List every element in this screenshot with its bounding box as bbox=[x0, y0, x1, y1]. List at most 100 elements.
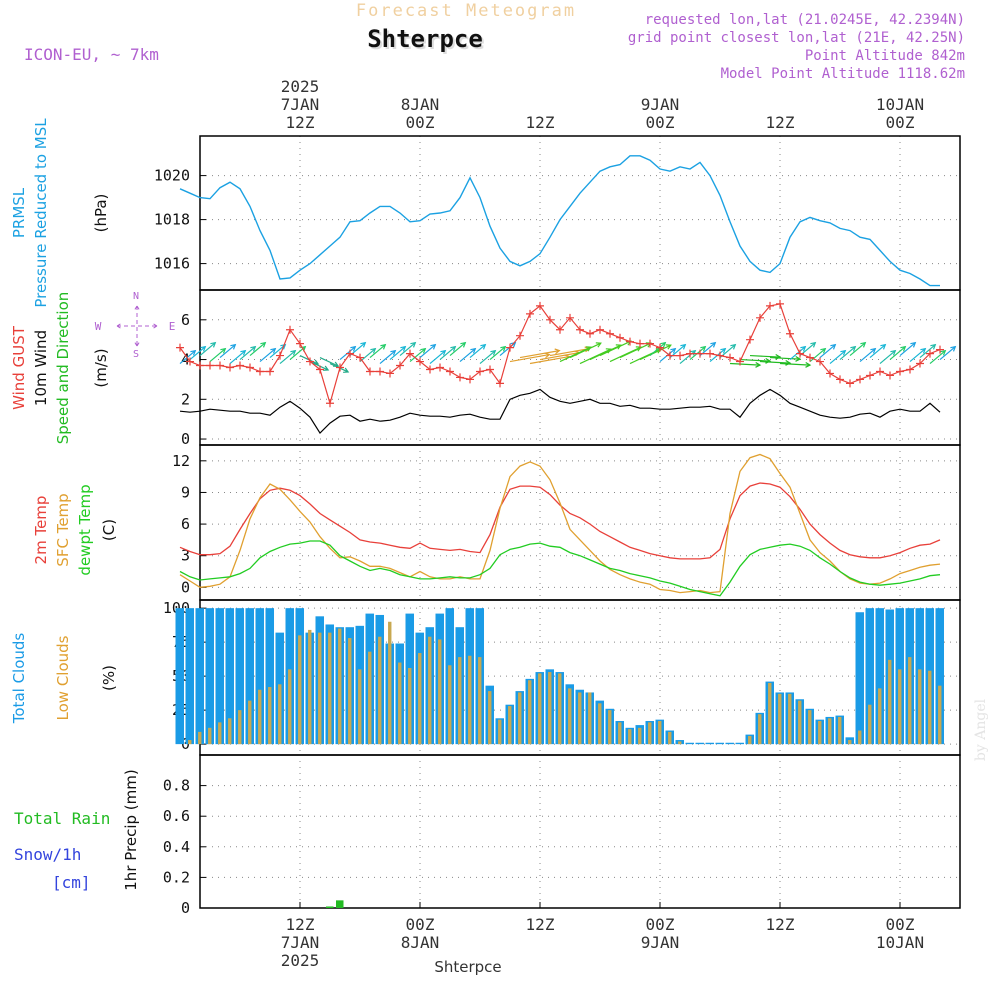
wind-arrow-head bbox=[370, 347, 377, 354]
ylabel-precip: 1hr Precip (mm) bbox=[122, 769, 140, 890]
wind-arrow-head bbox=[420, 347, 427, 354]
wind-gust-marker bbox=[236, 361, 244, 370]
wind-gust-marker bbox=[616, 333, 624, 342]
wind-arrow-head bbox=[800, 345, 807, 352]
wind-gust-marker bbox=[826, 369, 834, 378]
wind-arrow bbox=[379, 349, 397, 364]
wind-gust-marker bbox=[586, 329, 594, 338]
wind-gust-marker bbox=[456, 373, 464, 382]
wind-arrow-head bbox=[260, 341, 267, 348]
wind-arrow-shaft bbox=[539, 352, 580, 361]
wind-gust-marker bbox=[286, 325, 294, 334]
legend-snow: Snow/1h bbox=[14, 845, 81, 864]
low-cloud-bar bbox=[538, 673, 542, 745]
wind-arrow-head bbox=[390, 349, 397, 356]
wind-arrow bbox=[729, 361, 762, 368]
model-name: ICON-EU, ~ 7km bbox=[24, 45, 159, 64]
total-cloud-bar bbox=[225, 608, 234, 745]
low-cloud-bar bbox=[938, 685, 942, 745]
wind-arrow-shaft bbox=[399, 342, 416, 357]
wind-speed-line bbox=[179, 388, 941, 435]
y-tick-label: 9 bbox=[181, 483, 190, 501]
wind-arrow-head bbox=[280, 343, 287, 350]
wind-gust-marker bbox=[346, 349, 354, 358]
wind-gust-marker bbox=[796, 349, 804, 358]
y-tick-label: 2 bbox=[181, 390, 190, 408]
top-axis-hour: 00Z bbox=[406, 113, 435, 132]
wind-arrow bbox=[389, 345, 407, 361]
wind-arrow-shaft bbox=[869, 344, 886, 359]
wind-arrow-shaft bbox=[849, 342, 866, 357]
wind-arrow bbox=[249, 341, 267, 357]
y-tick-label: 0.8 bbox=[163, 777, 190, 795]
low-cloud-bar bbox=[478, 657, 482, 745]
wind-arrow-head bbox=[785, 359, 792, 366]
compass-arrows bbox=[116, 305, 158, 347]
temp-2m-line bbox=[179, 482, 941, 560]
low-cloud-bar bbox=[558, 673, 562, 745]
wind-arrow bbox=[279, 349, 297, 364]
wind-arrow-head bbox=[460, 341, 467, 348]
total-cloud-bar bbox=[715, 742, 724, 745]
wind-arrow-shaft bbox=[219, 344, 236, 359]
total-cloud-bar bbox=[235, 608, 244, 745]
wind-arrow-shaft bbox=[389, 346, 406, 361]
ylabel-2m-temp: 2m Temp bbox=[32, 496, 50, 565]
wind-gust-marker bbox=[326, 399, 334, 408]
wind-arrow bbox=[179, 349, 197, 364]
wind-arrow bbox=[309, 360, 330, 371]
wind-arrow-shaft bbox=[579, 348, 612, 365]
wind-gust-marker bbox=[556, 325, 564, 334]
wind-gust-marker bbox=[476, 367, 484, 376]
wind-arrow bbox=[229, 349, 247, 364]
low-cloud-bar bbox=[838, 716, 842, 745]
wind-arrow bbox=[469, 343, 487, 359]
low-cloud-bar bbox=[868, 704, 872, 745]
wind-arrow bbox=[569, 342, 602, 359]
wind-arrow-shaft bbox=[439, 346, 456, 361]
total-cloud-bar bbox=[735, 742, 744, 745]
wind-arrow bbox=[419, 343, 437, 359]
y-tick-label: 1016 bbox=[154, 255, 190, 273]
panel-3: 0 3 6 9 12 bbox=[172, 444, 961, 601]
wind-gust-marker bbox=[496, 379, 504, 388]
wind-gust-marker bbox=[296, 339, 304, 348]
wind-arrow-head bbox=[890, 349, 897, 356]
wind-arrow-shaft bbox=[889, 346, 906, 361]
wind-gust-marker bbox=[386, 369, 394, 378]
wind-arrow-head bbox=[805, 361, 812, 368]
y-tick-label: 1020 bbox=[154, 167, 190, 185]
bottom-axis-date: 7JAN bbox=[281, 933, 320, 952]
wind-arrow bbox=[319, 357, 340, 367]
ylabel-prmsl: PRMSL bbox=[10, 187, 28, 238]
low-cloud-bar bbox=[618, 722, 622, 745]
wind-arrow-shaft bbox=[529, 355, 570, 365]
wind-gust-marker bbox=[546, 315, 554, 324]
wind-arrow bbox=[409, 347, 427, 362]
wind-gust-marker bbox=[436, 363, 444, 372]
low-cloud-bar bbox=[198, 731, 202, 745]
wind-arrow-head bbox=[220, 347, 227, 354]
wind-gust-marker bbox=[886, 371, 894, 380]
low-cloud-bar bbox=[598, 703, 602, 745]
low-cloud-bar bbox=[328, 632, 332, 745]
wind-arrow-head bbox=[635, 346, 642, 352]
low-cloud-bar bbox=[828, 718, 832, 745]
bottom-axis-date: 8JAN bbox=[401, 933, 440, 952]
wind-arrow bbox=[489, 345, 507, 361]
wind-arrow-head bbox=[860, 341, 867, 348]
wind-arrow-shaft bbox=[199, 342, 216, 357]
ylabel-direction: Speed and Direction bbox=[54, 292, 72, 445]
wind-arrow-head bbox=[615, 344, 622, 350]
wind-arrow bbox=[399, 341, 417, 357]
wind-arrow-head bbox=[240, 349, 247, 356]
wind-arrow-head bbox=[920, 347, 927, 354]
bottom-axis-date: 9JAN bbox=[641, 933, 680, 952]
wind-arrow-head bbox=[585, 346, 592, 352]
wind-arrow-shaft bbox=[739, 358, 770, 362]
wind-gust-marker bbox=[696, 349, 704, 358]
wind-arrow bbox=[509, 352, 551, 363]
y-tick-label: 0 bbox=[181, 578, 190, 596]
low-cloud-bar bbox=[628, 729, 632, 745]
